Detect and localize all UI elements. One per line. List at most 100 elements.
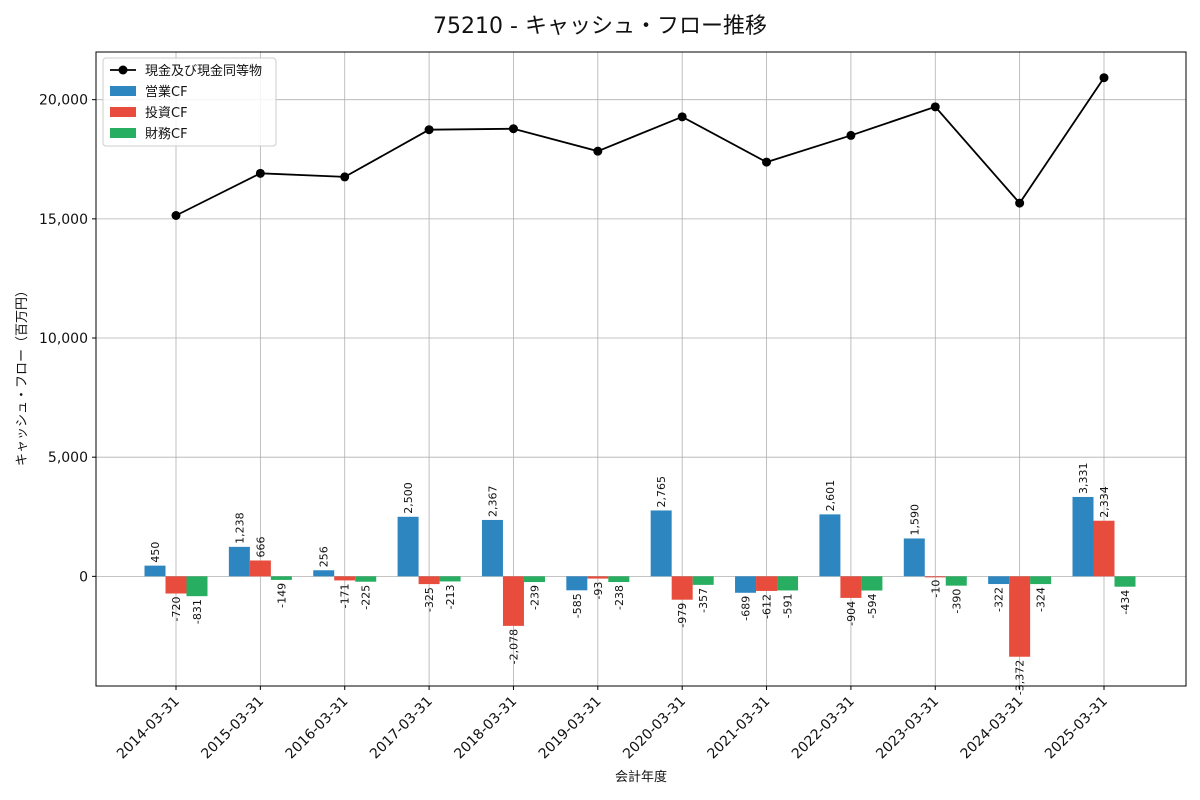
cash-line-point — [424, 125, 434, 135]
cash-line-point — [1099, 73, 1109, 83]
x-tick-label: 2015-03-31 — [198, 694, 267, 763]
x-tick-label: 2016-03-31 — [283, 694, 352, 763]
bar-value-label: -591 — [782, 593, 795, 618]
cash-line-point — [255, 168, 265, 178]
bar-financing — [608, 576, 630, 583]
bar-investing — [924, 576, 946, 578]
bar-value-label: -390 — [950, 589, 963, 614]
y-tick-label: 5,000 — [48, 450, 88, 466]
bar-financing — [945, 576, 967, 586]
bar-value-label: -689 — [740, 596, 753, 621]
bar-investing — [502, 576, 524, 626]
bars — [144, 496, 1136, 657]
y-tick-label: 10,000 — [39, 331, 88, 347]
bar-operating — [481, 519, 503, 577]
bar-value-label: -149 — [275, 583, 288, 608]
bar-value-label: -594 — [866, 594, 879, 619]
cash-line-point — [508, 124, 518, 134]
bar-value-label: -238 — [613, 585, 626, 610]
bar-value-label: -324 — [1035, 587, 1048, 612]
chart-title: 75210 - キャッシュ・フロー推移 — [433, 14, 767, 39]
bar-investing — [249, 560, 271, 577]
bar-investing — [165, 576, 187, 594]
x-axis-label: 会計年度 — [615, 769, 667, 785]
legend-label: 財務CF — [145, 127, 188, 142]
y-axis-label: キャッシュ・フロー（百万円） — [15, 284, 30, 466]
x-tick-label: 2018-03-31 — [451, 694, 520, 763]
bar-value-label: -213 — [444, 584, 457, 609]
y-axis-ticks: 0 5,000 10,000 15,000 20,000 — [39, 93, 96, 585]
bar-value-label: 2,500 — [402, 482, 415, 514]
bar-investing — [334, 576, 356, 581]
cash-line — [171, 73, 1109, 221]
bar-financing — [1030, 576, 1052, 585]
y-tick-label: 0 — [79, 569, 88, 585]
bar-operating — [228, 546, 250, 577]
bar-operating — [988, 576, 1010, 585]
bar-value-label: 3,331 — [1077, 462, 1090, 494]
bar-operating — [903, 538, 925, 577]
bar-operating — [313, 570, 335, 577]
bar-financing — [692, 576, 714, 585]
bar-labels: 450 1,238 256 2,500 2,367 -585 2,765 -689 2,601 1… — [149, 462, 1132, 695]
bar-value-label: -831 — [191, 599, 204, 624]
legend-label: 投資CF — [145, 105, 188, 121]
bar-operating — [397, 516, 419, 577]
bar-value-label: -225 — [360, 585, 373, 610]
bar-investing — [1093, 520, 1115, 577]
bar-financing — [777, 576, 799, 591]
bar-operating — [1072, 496, 1094, 577]
plot-area: 450 1,238 256 2,500 2,367 -585 2,765 -689 2,601 1… — [95, 51, 1187, 695]
bar-financing — [355, 576, 377, 582]
legend-swatch — [110, 86, 136, 96]
x-axis-ticks: 2014-03-31 2015-03-31 2016-03-31 2017-03-31… — [114, 686, 1111, 762]
legend-label: 現金及び現金同等物 — [145, 63, 262, 79]
bar-value-label: -720 — [170, 597, 183, 622]
bar-value-label: 666 — [254, 536, 267, 557]
y-tick-label: 15,000 — [39, 212, 88, 228]
x-tick-label: 2020-03-31 — [620, 694, 689, 763]
cash-line-point — [677, 112, 687, 122]
bar-value-label: -357 — [697, 588, 710, 613]
cash-line-point — [762, 157, 772, 167]
bar-financing — [270, 576, 292, 580]
legend-swatch — [110, 107, 136, 117]
bar-value-label: -325 — [423, 587, 436, 612]
bar-investing — [756, 576, 778, 591]
bar-investing — [1009, 576, 1031, 657]
bar-operating — [735, 576, 757, 593]
bar-financing — [523, 576, 545, 583]
bar-investing — [587, 576, 609, 579]
bar-value-label: -10 — [929, 580, 942, 598]
cash-line-point — [171, 211, 181, 221]
cash-line-path — [175, 77, 1105, 217]
bar-value-label: 2,765 — [655, 476, 668, 508]
x-tick-label: 2022-03-31 — [789, 694, 858, 763]
bar-value-label: 1,590 — [908, 504, 921, 536]
bar-value-label: -2,078 — [507, 629, 520, 664]
y-tick-label: 20,000 — [39, 93, 88, 109]
bar-value-label: -322 — [993, 587, 1006, 612]
bar-value-label: -979 — [676, 603, 689, 628]
bar-value-label: -93 — [592, 582, 605, 600]
bar-financing — [439, 576, 461, 582]
cash-line-point — [593, 146, 603, 156]
bar-investing — [671, 576, 693, 600]
x-tick-label: 2021-03-31 — [705, 694, 774, 763]
bar-financing — [1114, 576, 1136, 587]
legend-swatch — [110, 128, 136, 138]
x-tick-label: 2025-03-31 — [1042, 694, 1111, 763]
bar-value-label: 256 — [318, 546, 331, 567]
bar-value-label: 2,334 — [1098, 486, 1111, 518]
legend-box — [102, 57, 277, 147]
bar-value-label: -434 — [1119, 590, 1132, 615]
bar-value-label: -239 — [528, 585, 541, 610]
cash-line-point — [930, 102, 940, 112]
bar-operating — [650, 510, 672, 577]
bar-value-label: -585 — [571, 593, 584, 618]
cash-line-point — [1015, 198, 1025, 208]
x-tick-label: 2019-03-31 — [536, 694, 605, 763]
x-tick-label: 2014-03-31 — [114, 694, 183, 763]
